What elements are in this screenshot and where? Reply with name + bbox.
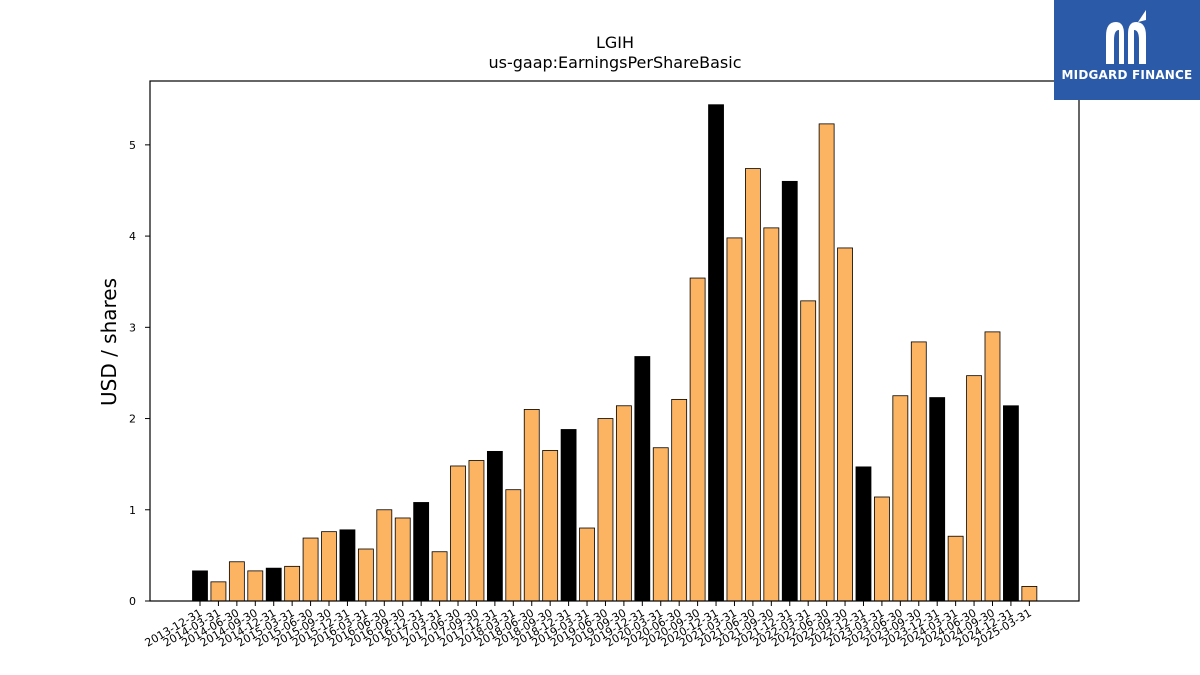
- bar: [394, 517, 411, 602]
- bar: [652, 447, 669, 602]
- bar: [339, 529, 356, 602]
- bar: [597, 418, 614, 602]
- bar: [468, 460, 485, 602]
- bar: [615, 405, 632, 602]
- bar: [708, 104, 724, 602]
- bar: [431, 551, 448, 602]
- bar: [689, 277, 706, 602]
- bar: [837, 247, 853, 602]
- bar: [818, 123, 835, 602]
- bar: [210, 581, 227, 602]
- bar: [947, 535, 964, 602]
- chart-subtitle: us-gaap:EarningsPerShareBasic: [488, 53, 741, 72]
- bar: [910, 341, 927, 602]
- bar: [929, 397, 946, 602]
- bar: [800, 300, 817, 602]
- bar: [450, 465, 466, 602]
- y-tick-label: 4: [129, 230, 136, 243]
- y-tick-label: 3: [129, 321, 136, 334]
- bar: [357, 548, 374, 602]
- midgard-logo-icon: [1106, 10, 1146, 64]
- bar: [671, 398, 688, 602]
- y-axis-label: USD / shares: [97, 278, 121, 406]
- bar: [1003, 405, 1019, 602]
- bar: [855, 466, 872, 602]
- bar: [265, 567, 282, 602]
- bar: [966, 375, 982, 602]
- bar: [486, 450, 503, 602]
- bar: [874, 496, 890, 602]
- bar: [560, 429, 577, 602]
- bar: [892, 395, 909, 602]
- bar: [634, 356, 651, 602]
- bar: [284, 565, 301, 602]
- bar: [376, 509, 393, 602]
- bar: [302, 537, 319, 602]
- bar: [523, 409, 540, 602]
- logo-text: MIDGARD FINANCE: [1061, 68, 1193, 82]
- bars-group: [192, 104, 1038, 602]
- bar: [192, 570, 208, 602]
- bar: [542, 450, 559, 602]
- bar: [726, 237, 743, 602]
- chart-title: LGIH: [596, 33, 634, 52]
- y-tick-label: 2: [129, 413, 136, 426]
- y-tick-label: 1: [129, 504, 136, 517]
- y-tick-label: 0: [129, 595, 136, 608]
- bar: [984, 331, 1001, 602]
- bar: [745, 168, 761, 602]
- midgard-finance-logo: MIDGARD FINANCE: [1054, 0, 1200, 100]
- bar: [413, 502, 430, 602]
- bar: [579, 527, 595, 602]
- bar: [247, 570, 264, 602]
- bar: [321, 531, 337, 602]
- plot-frame: [149, 80, 1080, 602]
- bar: [505, 489, 522, 602]
- y-tick-label: 5: [129, 139, 136, 152]
- bar: [1021, 586, 1038, 602]
- x-ticks-group: 2013-12-312014-03-312014-06-302014-09-30…: [143, 601, 1034, 650]
- bar: [763, 227, 780, 602]
- y-ticks-group: 0 1 2 3 4 5: [129, 139, 150, 608]
- bar: [781, 180, 798, 602]
- bar: [228, 561, 245, 602]
